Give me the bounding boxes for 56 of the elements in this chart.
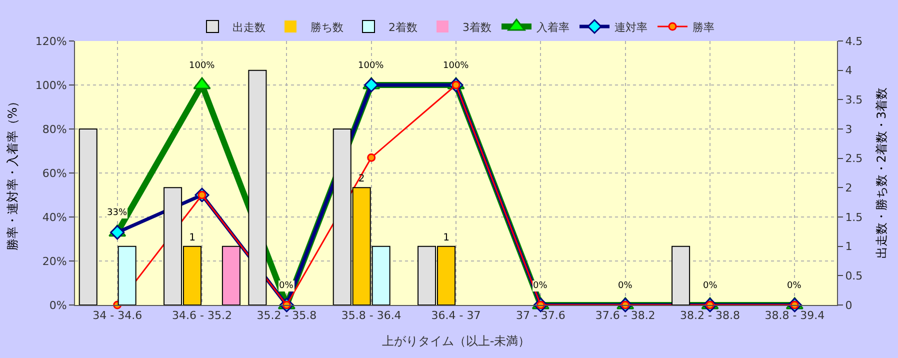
bar — [248, 70, 267, 305]
y-tick-label: 80% — [42, 122, 67, 136]
legend-label: 勝率 — [692, 20, 714, 34]
y-tick-label: 40% — [42, 210, 67, 224]
y-tick-label: 120% — [35, 34, 67, 48]
data-label: 100% — [189, 61, 216, 71]
x-tick-label: 36.4 - 37 — [431, 309, 481, 322]
y-tick-label: 0% — [49, 298, 67, 312]
y2-tick-label: 0 — [845, 298, 852, 312]
data-label: 1 — [189, 232, 196, 244]
y2-tick-label: 4 — [845, 64, 852, 78]
data-label: 100% — [443, 61, 470, 71]
point — [364, 78, 379, 92]
y-tick-label: 100% — [35, 78, 67, 92]
y2-tick-label: 4.5 — [845, 34, 863, 48]
y2-tick-label: 1 — [845, 240, 852, 254]
bar — [118, 246, 136, 305]
bar — [672, 246, 690, 305]
legend-label: 3着数 — [462, 20, 492, 34]
x-tick-label: 37.6 - 38.2 — [595, 309, 656, 322]
x-tick-label: 35.8 - 36.4 — [341, 309, 402, 322]
point — [110, 225, 125, 240]
y2-tick-label: 3.5 — [845, 94, 863, 107]
bar — [222, 246, 240, 305]
y2-tick-label: 1.5 — [845, 210, 863, 224]
y2-tick-label: 2.5 — [845, 152, 863, 166]
point — [367, 153, 376, 162]
legend-label: 入着率 — [536, 20, 570, 34]
x-tick-label: 34 - 34.6 — [92, 309, 142, 322]
legend-label: 勝ち数 — [310, 20, 344, 34]
y2-tick-label: 2 — [845, 182, 852, 195]
y2-axis-title: 出走数・勝ち数・2着数・3着数 — [874, 87, 889, 259]
x-tick-label: 37 - 37.6 — [516, 309, 566, 322]
y-tick-label: 20% — [42, 254, 67, 268]
data-label: 33% — [107, 208, 128, 218]
y2-tick-label: 3 — [845, 122, 852, 136]
legend-label: 2着数 — [388, 20, 418, 34]
data-label: 1 — [443, 232, 450, 244]
data-label: 0% — [279, 281, 294, 291]
x-axis-title: 上がりタイム（以上-未満） — [382, 334, 530, 348]
legend-label: 出走数 — [232, 20, 266, 34]
legend-label: 連対率 — [614, 20, 648, 34]
x-tick-label: 38.8 - 39.4 — [764, 309, 825, 322]
x-tick-label: 34.6 - 35.2 — [172, 309, 232, 322]
y2-tick-label: 0.5 — [845, 270, 863, 283]
data-label: 100% — [358, 61, 384, 71]
data-label: 0% — [618, 281, 633, 291]
data-label: 0% — [787, 281, 802, 291]
data-label: 0% — [703, 281, 718, 291]
data-label: 0% — [533, 281, 548, 291]
data-label: 2 — [358, 174, 365, 185]
x-tick-label: 38.2 - 38.8 — [680, 309, 740, 322]
x-tick-label: 35.2 - 35.8 — [256, 309, 317, 322]
y-axis-title: 勝率・連対率・入着率（%） — [6, 95, 20, 251]
bar — [78, 128, 98, 305]
y-tick-label: 60% — [42, 166, 67, 180]
